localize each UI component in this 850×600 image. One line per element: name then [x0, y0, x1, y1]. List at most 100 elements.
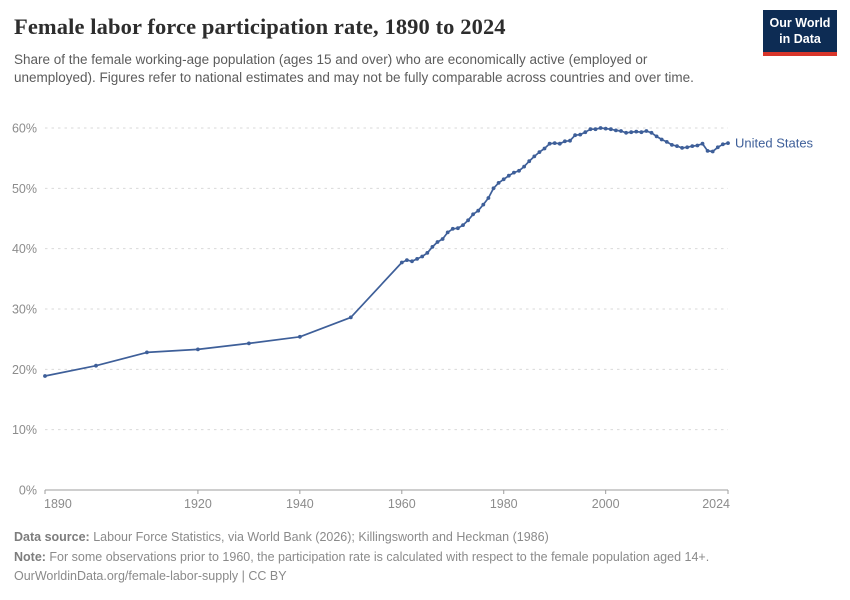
data-point-marker — [491, 186, 496, 191]
owid-logo: Our World in Data — [763, 10, 837, 56]
data-point-marker — [471, 212, 475, 217]
data-point-marker — [634, 129, 639, 134]
data-point-marker — [700, 141, 705, 146]
x-axis-tick-label: 1980 — [490, 497, 518, 511]
data-point-marker — [695, 143, 700, 148]
data-point-marker — [614, 128, 618, 133]
data-point-marker — [532, 154, 537, 159]
data-point-marker — [405, 258, 409, 262]
data-point-marker — [522, 164, 526, 169]
data-point-marker — [710, 149, 715, 154]
data-point-marker — [496, 181, 501, 185]
data-point-marker — [94, 363, 98, 368]
chart-subtitle: Share of the female working-age populati… — [14, 52, 694, 85]
y-axis-tick-label: 50% — [12, 182, 37, 196]
data-point-marker — [721, 142, 725, 147]
data-point-marker — [726, 141, 730, 146]
data-point-marker — [649, 130, 654, 135]
y-axis-tick-label: 30% — [12, 303, 37, 317]
data-point-marker — [563, 139, 567, 144]
page-title: Female labor force participation rate, 1… — [14, 14, 506, 39]
data-source-label: Data source: — [14, 530, 90, 544]
data-source-line: Data source: Labour Force Statistics, vi… — [14, 528, 709, 548]
data-point-marker — [690, 144, 695, 149]
data-point-marker — [476, 208, 481, 213]
data-point-marker — [145, 350, 149, 355]
data-point-marker — [425, 251, 430, 255]
series-united-states: United States — [43, 126, 814, 378]
data-point-marker — [675, 144, 679, 149]
data-point-marker — [415, 257, 419, 261]
data-point-marker — [506, 173, 511, 178]
data-point-marker — [481, 202, 486, 207]
owid-logo-line1: Our World — [769, 16, 831, 30]
data-point-marker — [461, 223, 465, 228]
note-label: Note: — [14, 549, 46, 564]
data-point-marker — [598, 126, 603, 130]
data-point-marker — [399, 260, 404, 265]
data-point-marker — [445, 230, 450, 235]
x-axis-tick-label: 1920 — [184, 497, 212, 511]
y-axis-tick-label: 10% — [12, 423, 37, 437]
x-axis-tick-label: 2000 — [592, 497, 620, 511]
x-axis: 1890 1920 1940 1960 1980 2000 2024 — [44, 490, 730, 511]
data-point-marker — [298, 334, 302, 339]
data-point-marker — [629, 130, 634, 135]
data-point-marker — [573, 133, 577, 138]
data-point-marker — [664, 140, 669, 144]
data-point-marker — [43, 374, 47, 378]
data-point-marker — [608, 127, 613, 132]
data-point-marker — [435, 240, 440, 244]
data-point-marker — [512, 170, 516, 175]
x-axis-tick-label: 1890 — [44, 497, 72, 511]
gridlines — [45, 127, 728, 491]
data-point-marker — [654, 134, 659, 139]
series-end-label-united-states: United States — [735, 136, 814, 151]
owid-logo-line2: in Data — [779, 31, 821, 46]
data-point-marker — [552, 141, 557, 146]
data-point-marker — [557, 141, 562, 146]
data-point-marker — [501, 177, 506, 182]
data-point-marker — [644, 129, 649, 133]
x-axis-tick-label: 1940 — [286, 497, 314, 511]
data-point-marker — [715, 145, 720, 150]
data-point-marker — [420, 254, 425, 259]
data-point-marker — [593, 127, 598, 132]
data-point-marker — [670, 143, 674, 147]
data-point-marker — [517, 168, 521, 173]
y-axis-tick-label: 60% — [12, 122, 37, 136]
note-line: Note: For some observations prior to 196… — [14, 548, 709, 568]
data-point-marker — [680, 146, 684, 150]
data-point-marker — [537, 150, 542, 155]
data-point-marker — [486, 196, 491, 200]
x-axis-tick-label: 2024 — [702, 497, 730, 511]
data-point-marker — [685, 145, 690, 150]
data-point-marker — [705, 149, 710, 153]
data-point-marker — [542, 146, 547, 151]
data-point-marker — [456, 226, 460, 231]
data-point-marker — [247, 341, 251, 346]
data-point-marker — [466, 218, 470, 223]
chart-footer: Data source: Labour Force Statistics, vi… — [14, 528, 709, 587]
data-point-marker — [578, 132, 583, 137]
license-line[interactable]: OurWorldinData.org/female-labor-supply |… — [14, 569, 287, 584]
data-point-marker — [603, 126, 608, 131]
data-point-marker — [440, 237, 445, 241]
data-point-marker — [583, 130, 588, 135]
data-point-marker — [348, 315, 353, 320]
data-point-marker — [450, 226, 455, 231]
data-point-marker — [568, 138, 572, 143]
data-point-marker — [547, 141, 552, 146]
data-point-marker — [196, 347, 200, 352]
y-axis-tick-label: 0% — [19, 484, 37, 498]
data-point-marker — [588, 127, 593, 132]
y-axis-tick-label: 40% — [12, 242, 37, 256]
y-axis-tick-label: 20% — [12, 363, 37, 377]
x-axis-tick-label: 1960 — [388, 497, 416, 511]
data-point-marker — [410, 259, 414, 264]
us-series-line — [44, 127, 729, 377]
y-axis-labels: 0% 10% 20% 30% 40% 50% 60% — [12, 122, 37, 498]
data-point-marker — [619, 129, 623, 133]
data-point-marker — [659, 137, 664, 142]
data-point-marker — [624, 130, 628, 135]
